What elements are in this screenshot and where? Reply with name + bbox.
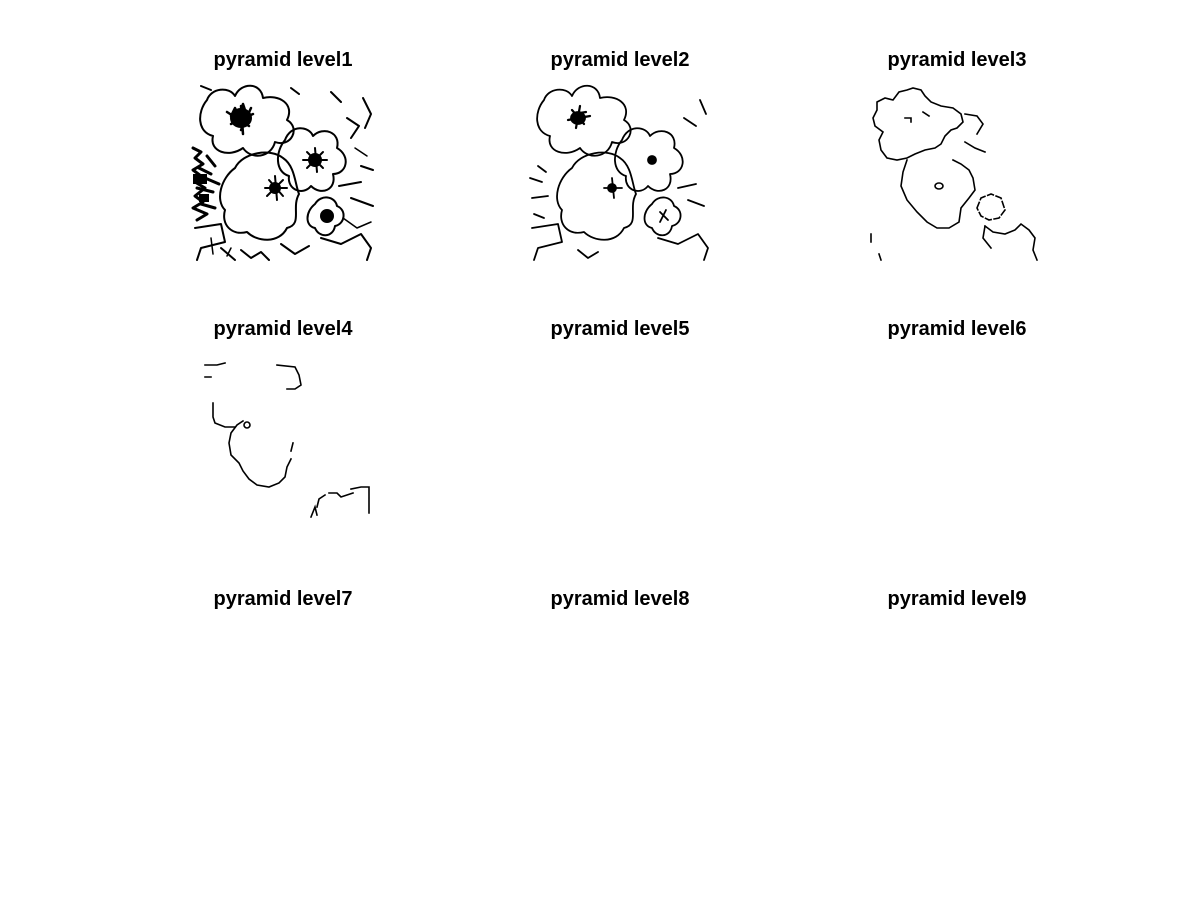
panel-pyramid-level1: pyramid level1 xyxy=(191,48,375,261)
panel-pyramid-level8: pyramid level8 xyxy=(528,587,712,777)
edge-image-level8 xyxy=(528,617,712,801)
panel-title: pyramid level3 xyxy=(887,49,1027,71)
panel-title: pyramid level7 xyxy=(213,588,353,610)
edge-image-level6 xyxy=(865,347,1049,531)
panel-title: pyramid level4 xyxy=(213,318,353,340)
edge-image-level7 xyxy=(191,617,375,801)
panel-pyramid-level7: pyramid level7 xyxy=(191,587,375,777)
panel-pyramid-level3: pyramid level3 xyxy=(865,48,1049,262)
panel-pyramid-level6: pyramid level6 xyxy=(865,317,1049,507)
panel-pyramid-level2: pyramid level2 xyxy=(528,48,712,261)
panel-title: pyramid level9 xyxy=(887,588,1027,610)
panel-title: pyramid level8 xyxy=(550,588,690,610)
panel-pyramid-level4: pyramid level4 xyxy=(191,317,375,519)
panel-pyramid-level9: pyramid level9 xyxy=(865,587,1049,777)
panel-title: pyramid level5 xyxy=(550,318,690,340)
edge-image-level2 xyxy=(528,78,712,262)
panel-pyramid-level5: pyramid level5 xyxy=(528,317,712,507)
edge-image-level1 xyxy=(191,78,375,262)
edge-image-level3 xyxy=(865,78,1049,262)
panel-title: pyramid level2 xyxy=(550,49,690,71)
edge-image-level9 xyxy=(865,617,1049,801)
panel-title: pyramid level1 xyxy=(213,49,353,71)
panel-title: pyramid level6 xyxy=(887,318,1027,340)
edge-image-level4 xyxy=(191,347,375,531)
edge-image-level5 xyxy=(528,347,712,531)
